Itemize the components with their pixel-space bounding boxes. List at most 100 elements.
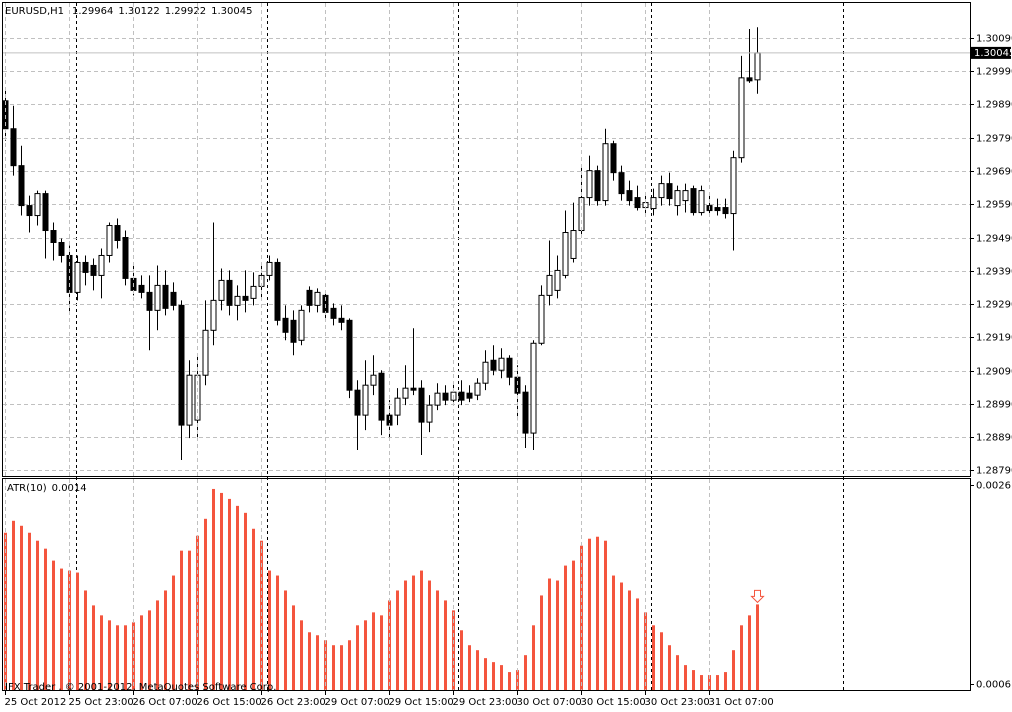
x-tick-label: 25 Oct 2012 <box>5 697 67 708</box>
atr-bar <box>252 528 255 690</box>
atr-bar <box>68 570 71 690</box>
x-tick-label: 26 Oct 07:00 <box>133 697 198 708</box>
candle-body <box>18 165 25 207</box>
atr-bar <box>500 665 503 690</box>
atr-bar <box>236 505 239 690</box>
atr-bar <box>580 545 583 690</box>
atr-bar <box>628 590 631 690</box>
candle-body <box>26 205 33 217</box>
x-tick-label: 29 Oct 07:00 <box>325 697 390 708</box>
candle-body <box>234 295 241 306</box>
symbol: EURUSD,H1 <box>5 6 64 17</box>
candle-body <box>594 170 601 202</box>
atr-bar <box>748 615 751 690</box>
atr-bar <box>60 568 63 690</box>
candle-body <box>114 225 121 241</box>
y-tick-label: 1.29390 <box>976 267 1012 278</box>
candle-body <box>314 291 321 306</box>
atr-bar <box>292 605 295 690</box>
candle-body <box>10 128 17 167</box>
atr-bar <box>732 650 735 690</box>
candle-body <box>490 359 497 371</box>
atr-bar <box>108 620 111 690</box>
candle-body <box>666 183 673 200</box>
x-tick-label: 25 Oct 23:00 <box>69 697 134 708</box>
atr-bar <box>52 560 55 690</box>
atr-bar <box>660 632 663 690</box>
header-close: 1.30045 <box>211 6 252 17</box>
candle-body <box>266 261 273 276</box>
atr-bar <box>668 645 671 690</box>
indicator-name: ATR(10) <box>7 483 47 494</box>
atr-bar <box>404 580 407 690</box>
atr-bar <box>620 582 623 690</box>
atr-bar <box>220 492 223 690</box>
atr-bar <box>4 532 7 690</box>
candle-body <box>394 397 401 416</box>
atr-bar <box>716 675 719 690</box>
candle-body <box>482 361 489 384</box>
atr-bar <box>308 632 311 690</box>
candle-body <box>650 197 657 210</box>
y-tick-label: 0.0026 <box>976 481 1011 492</box>
atr-bar <box>180 550 183 690</box>
atr-bar <box>204 518 207 690</box>
atr-bar <box>692 670 695 690</box>
atr-bar <box>636 598 639 690</box>
candle-body <box>378 372 385 421</box>
candle-body <box>226 279 233 306</box>
candle-body <box>162 284 169 309</box>
atr-bar <box>460 630 463 690</box>
candle-body <box>410 387 417 391</box>
y-tick-label: 0.0006 <box>976 680 1011 691</box>
atr-bar <box>372 612 375 690</box>
atr-bar <box>188 550 191 690</box>
candle-body <box>370 374 377 386</box>
y-tick-label: 1.29190 <box>976 333 1012 344</box>
candle-body <box>98 254 105 276</box>
atr-bar <box>612 575 615 690</box>
atr-bar <box>524 655 527 690</box>
atr-bar <box>356 625 359 690</box>
y-tick-label: 1.30090 <box>976 34 1012 45</box>
atr-bar <box>652 625 655 690</box>
atr-bar <box>508 672 511 690</box>
atr-bar <box>596 536 599 690</box>
y-tick-label: 1.29790 <box>976 134 1012 145</box>
atr-bar <box>548 578 551 690</box>
atr-bar <box>156 600 159 690</box>
atr-bar <box>588 538 591 690</box>
y-tick-label: 1.29090 <box>976 367 1012 378</box>
candle-body <box>186 374 193 426</box>
candle-body <box>658 183 665 199</box>
atr-bar <box>116 625 119 690</box>
atr-bar <box>516 670 519 690</box>
atr-bar <box>428 580 431 690</box>
candle-body <box>530 342 537 434</box>
candle-body <box>354 389 361 416</box>
chart-header: EURUSD,H1 1.29964 1.30122 1.29922 1.30045 <box>5 6 252 17</box>
candle-body <box>466 392 473 399</box>
atr-bar <box>396 590 399 690</box>
candle-body <box>402 387 409 399</box>
candle-body <box>506 357 513 378</box>
atr-bar <box>388 600 391 690</box>
atr-bar <box>412 575 415 690</box>
candle-body <box>610 143 617 174</box>
candle-body <box>250 285 257 299</box>
copyright: IFX Trader , © 2001-2012, MetaQuotes Sof… <box>5 682 276 693</box>
atr-bar <box>92 605 95 690</box>
candle-body <box>714 207 721 212</box>
atr-bar <box>436 590 439 690</box>
indicator-panel <box>2 478 971 691</box>
y-tick-label: 1.29690 <box>976 167 1012 178</box>
atr-bar <box>556 580 559 690</box>
candle-body <box>618 172 625 195</box>
candle-body <box>146 291 153 311</box>
candle-body <box>458 391 465 401</box>
candle-body <box>474 382 481 396</box>
atr-bar <box>276 575 279 690</box>
header-open: 1.29964 <box>72 6 113 17</box>
candle-body <box>178 304 185 426</box>
